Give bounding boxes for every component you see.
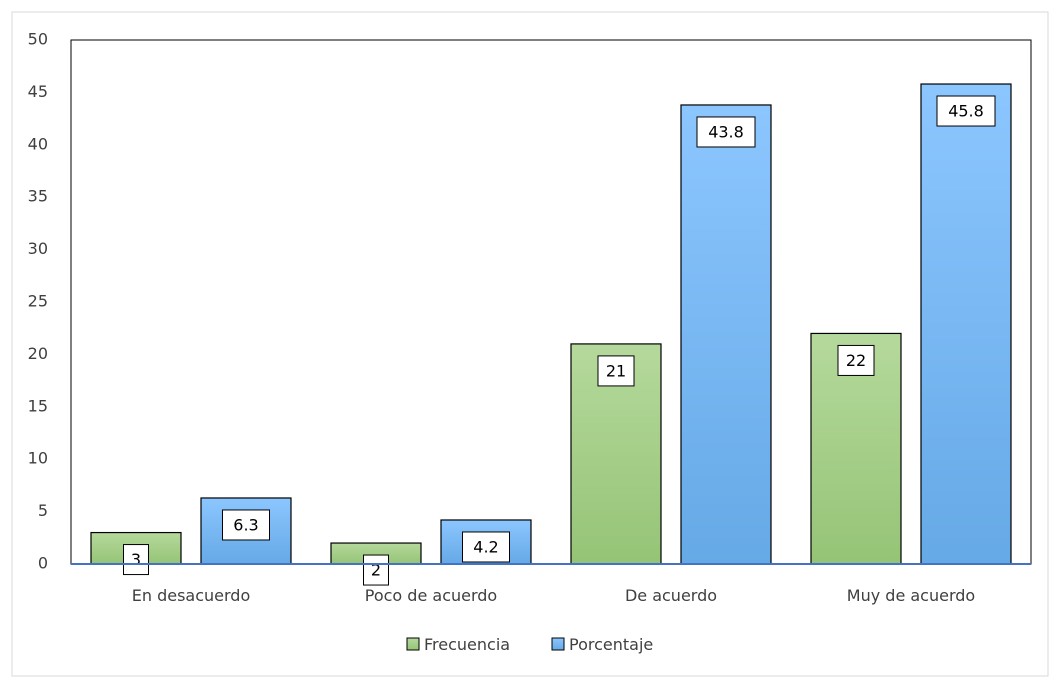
y-tick-label: 30 [28, 239, 48, 258]
data-label-box [597, 355, 635, 387]
bar-porcentaje-3 [680, 104, 772, 565]
data-label-box [837, 344, 875, 376]
legend: Frecuencia Porcentaje [406, 635, 653, 654]
legend-label-porcentaje: Porcentaje [569, 635, 653, 654]
data-label-box [696, 116, 756, 148]
y-tick-label: 10 [28, 449, 48, 468]
legend-label-frecuencia: Frecuencia [424, 635, 510, 654]
bar-porcentaje-1 [200, 497, 292, 565]
legend-swatch-porcentaje [551, 637, 565, 651]
y-tick-label: 15 [28, 396, 48, 415]
y-tick-label: 0 [38, 554, 48, 573]
legend-swatch-frecuencia [406, 637, 420, 651]
x-category-label: Poco de acuerdo [365, 586, 497, 605]
y-tick-label: 35 [28, 187, 48, 206]
data-label: 6.3 [233, 515, 258, 534]
data-label: 3 [131, 550, 141, 569]
data-label-box [222, 509, 270, 541]
data-label: 43.8 [708, 122, 744, 141]
y-tick-label: 50 [28, 30, 48, 49]
y-tick-label: 40 [28, 134, 48, 153]
data-label-box [363, 554, 389, 586]
x-axis-category-labels: En desacuerdo Poco de acuerdo De acuerdo Mu… [132, 586, 975, 605]
y-tick-label: 25 [28, 292, 48, 311]
data-label-box [462, 531, 510, 563]
bar-porcentaje-4 [920, 83, 1012, 565]
data-label: 21 [606, 361, 626, 380]
data-label: 45.8 [948, 102, 984, 121]
x-category-label: Muy de acuerdo [847, 586, 975, 605]
x-category-label: De acuerdo [625, 586, 717, 605]
y-axis-tick-labels: 0 5 10 15 20 25 30 35 40 45 50 [28, 30, 48, 573]
data-label: 4.2 [473, 537, 498, 556]
x-category-label: En desacuerdo [132, 586, 251, 605]
data-label-box [936, 95, 996, 127]
data-label: 22 [846, 351, 866, 370]
data-label-box [123, 544, 149, 576]
data-label: 2 [371, 561, 381, 580]
y-tick-label: 20 [28, 344, 48, 363]
bar-series: 3 6.3 2 4.2 21 43.8 22 45.8 [90, 83, 1012, 586]
y-tick-label: 5 [38, 501, 48, 520]
y-tick-label: 45 [28, 82, 48, 101]
